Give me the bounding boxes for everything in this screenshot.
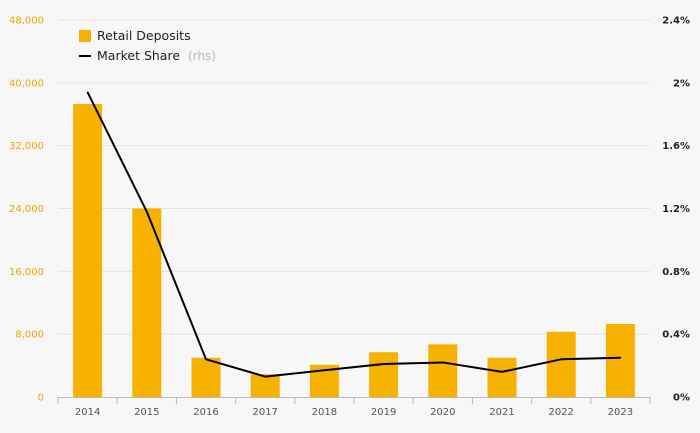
y-right-tick-label: 0%: [673, 393, 690, 404]
y-left-tick-label: 24,000: [9, 204, 44, 215]
market-share-point-2022: [560, 358, 562, 361]
market-share-point-2015: [146, 210, 148, 213]
bar-2015: [132, 208, 162, 397]
y-left-tick-label: 16,000: [9, 267, 44, 278]
market-share-point-2018: [323, 369, 326, 372]
x-tick-label: 2019: [371, 407, 396, 418]
market-share-line: [86, 91, 621, 378]
y-right-tick-label: 1.2%: [662, 204, 690, 215]
market-share-point-2023: [619, 356, 622, 359]
x-tick-label: 2015: [134, 407, 159, 418]
y-left-tick-label: 0: [38, 393, 44, 404]
bar-2023: [605, 323, 635, 397]
legend: Retail Deposits Market Share (rhs): [79, 28, 216, 63]
bar-2021: [487, 357, 517, 397]
legend-label-market-share: Market Share (rhs): [97, 48, 216, 63]
legend-label-retail-deposits: Retail Deposits: [97, 28, 191, 43]
x-tick-label: 2017: [252, 407, 277, 418]
bar-2017: [250, 374, 280, 397]
market-share-point-2019: [382, 363, 385, 365]
x-tick-label: 2018: [312, 407, 337, 418]
x-tick-label: 2023: [608, 407, 633, 418]
bar-2014: [73, 104, 103, 397]
y-right-tick-label: 1.6%: [662, 141, 690, 152]
y-left-tick-label: 32,000: [9, 141, 44, 152]
x-tick-label: 2022: [548, 407, 573, 418]
bar-2022: [546, 331, 576, 397]
legend-label-market-share-text: Market Share: [97, 48, 180, 63]
y-right-tick-label: 0.4%: [662, 330, 690, 341]
y-right-tick-label: 2.4%: [662, 16, 690, 27]
x-tick-label: 2016: [193, 407, 218, 418]
market-share-point-2017: [264, 375, 267, 378]
y-left-tick-label: 48,000: [9, 16, 44, 27]
x-tick-label: 2020: [430, 407, 455, 418]
x-tick-label: 2014: [75, 407, 100, 418]
axes: 0 8,000 16,000 24,000 32,000 40,000 48,000 0% 0.…: [9, 16, 690, 419]
market-share-point-2021: [501, 371, 503, 373]
bar-2019: [369, 352, 399, 397]
y-left-tick-label: 40,000: [9, 78, 44, 89]
x-tick-label: 2021: [489, 407, 514, 418]
market-share-point-2020: [442, 361, 444, 364]
legend-label-market-share-suffix: (rhs): [188, 49, 216, 63]
y-right-tick-label: 2%: [673, 78, 690, 89]
y-left-tick-label: 8,000: [15, 330, 44, 341]
market-share-point-2014: [86, 91, 89, 94]
market-share-point-2016: [205, 358, 207, 361]
bar-2020: [428, 344, 458, 397]
bar-series-retail-deposits: [73, 104, 635, 397]
bar-2016: [191, 357, 221, 397]
line-series-market-share: [86, 91, 622, 378]
y-right-tick-label: 0.8%: [662, 267, 690, 278]
legend-swatch-retail-deposits: [79, 30, 91, 42]
